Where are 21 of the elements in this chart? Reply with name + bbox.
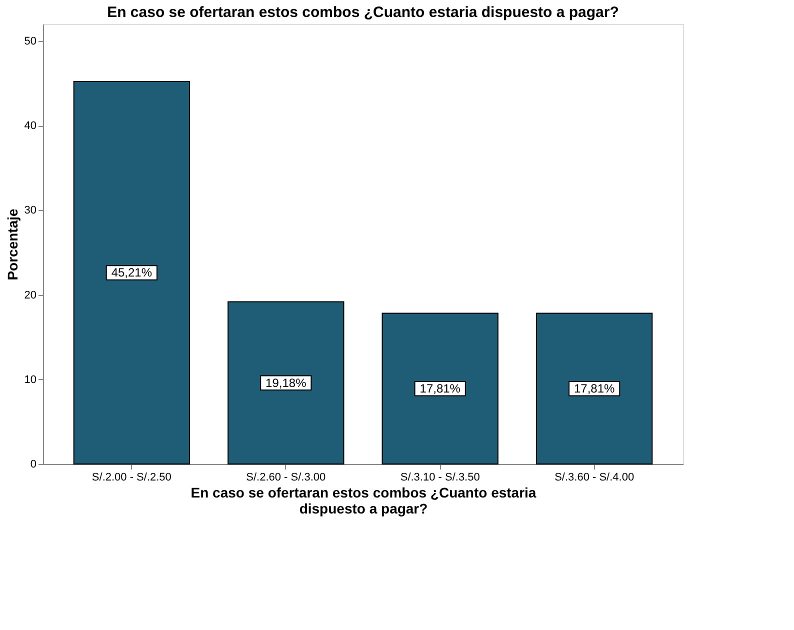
data-label: 17,81%	[574, 382, 616, 396]
y-tick-label: 0	[30, 458, 36, 470]
bar	[382, 312, 498, 464]
x-tick-label: S/.2.60 - S/.3.00	[246, 472, 326, 484]
data-label: 17,81%	[420, 382, 461, 396]
y-axis-title: Porcentaje	[4, 208, 20, 280]
x-tick-label: S/.2.00 - S/.2.50	[92, 472, 172, 484]
data-label: 19,18%	[266, 376, 307, 390]
y-tick-label: 50	[24, 35, 36, 48]
y-tick-label: 30	[24, 204, 36, 217]
chart-title: En caso se ofertaran estos combos ¿Cuanto estaria dispuesto a pagar?	[107, 4, 619, 21]
x-tick-label: S/.3.10 - S/.3.50	[400, 472, 480, 484]
x-axis-title: En caso se ofertaran estos combos ¿Cuanto estaria dispuesto a pagar?	[190, 484, 536, 516]
bar	[536, 312, 653, 464]
y-tick-label: 10	[24, 374, 36, 386]
y-tick-label: 40	[24, 120, 36, 132]
bar	[73, 80, 190, 464]
data-label: 45,21%	[111, 266, 152, 280]
y-tick-label: 20	[24, 289, 36, 302]
bar	[228, 301, 344, 464]
x-tick-label: S/.3.60 - S/.4.00	[554, 472, 634, 484]
